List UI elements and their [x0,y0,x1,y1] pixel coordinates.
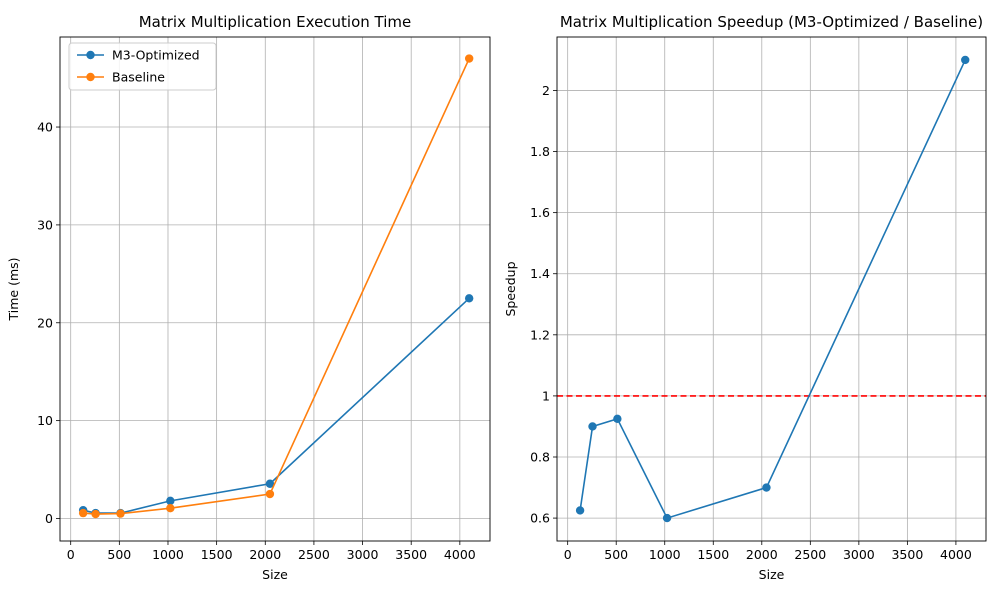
x-tick-label: 2500 [298,547,330,562]
x-tick-label: 4000 [940,547,972,562]
x-tick-label: 4000 [444,547,476,562]
x-tick-label: 1500 [697,547,729,562]
data-point [588,422,597,431]
legend-marker [86,72,95,82]
x-tick-label: 1500 [201,547,233,562]
legend-box [68,42,217,91]
chart-1: 0 500 1000 1500 2000 2500 3000 3500 4000 0 10 20 30 4… [6,13,491,582]
x-tick-label: 3500 [891,547,923,562]
y-tick-label: 0.6 [530,511,550,526]
chart-title: Matrix Multiplication Speedup (M3-Optimi… [560,13,983,31]
y-tick-label: 10 [37,413,53,428]
data-point [166,496,175,506]
series-line [579,59,966,520]
x-tick-label: 3000 [843,547,875,562]
chart-title: Matrix Multiplication Execution Time [139,13,412,31]
x-tick-label: 2000 [746,547,778,562]
y-tick-label: 30 [37,217,53,232]
y-tick-label: 0.8 [530,450,550,465]
data-point [116,509,125,518]
y-tick-label: 2 [542,83,550,98]
data-point [91,509,100,519]
x-tick-label: 1000 [649,547,681,562]
data-point [265,479,275,488]
x-axis-label: Size [759,567,785,582]
y-axis-label: Speedup [503,261,518,316]
y-tick-label: 40 [37,120,53,135]
x-tick-label: 1000 [152,547,184,562]
y-tick-label: 20 [37,315,53,330]
y-tick-label: 1.6 [530,205,550,220]
y-tick-label: 0 [45,511,53,526]
data-point [575,506,585,515]
data-point [265,489,275,499]
x-tick-label: 0 [564,547,572,562]
y-tick-label: 1.4 [530,266,550,281]
plot-frame [59,36,491,542]
x-tick-label: 2000 [249,547,281,562]
data-point [166,504,175,513]
y-tick-label: 1 [542,388,550,403]
y-tick-label: 1.8 [530,144,550,159]
x-tick-label: 3000 [347,547,379,562]
data-point [464,294,474,303]
x-tick-label: 0 [67,547,75,562]
x-tick-label: 500 [107,547,131,562]
data-point [961,55,970,65]
plot-frame [556,36,987,542]
y-axis-label: Time (ms) [6,257,21,321]
x-tick-label: 500 [604,547,628,562]
data-point [464,54,474,63]
legend-label: M3-Optimized [112,48,200,63]
x-tick-label: 3500 [395,547,427,562]
y-tick-label: 1.2 [530,327,550,342]
chart-2: 0 500 1000 1500 2000 2500 3000 3500 4000 0.6 0.8 1 1… [503,13,987,582]
x-axis-label: Size [262,567,288,582]
x-tick-label: 2500 [794,547,826,562]
legend-label: Baseline [112,70,165,85]
data-point [613,414,622,424]
data-point [78,508,88,518]
legend: M3-Optimized Baseline [68,42,217,91]
data-point [662,513,672,523]
data-point [762,483,771,492]
legend-marker [86,50,95,60]
